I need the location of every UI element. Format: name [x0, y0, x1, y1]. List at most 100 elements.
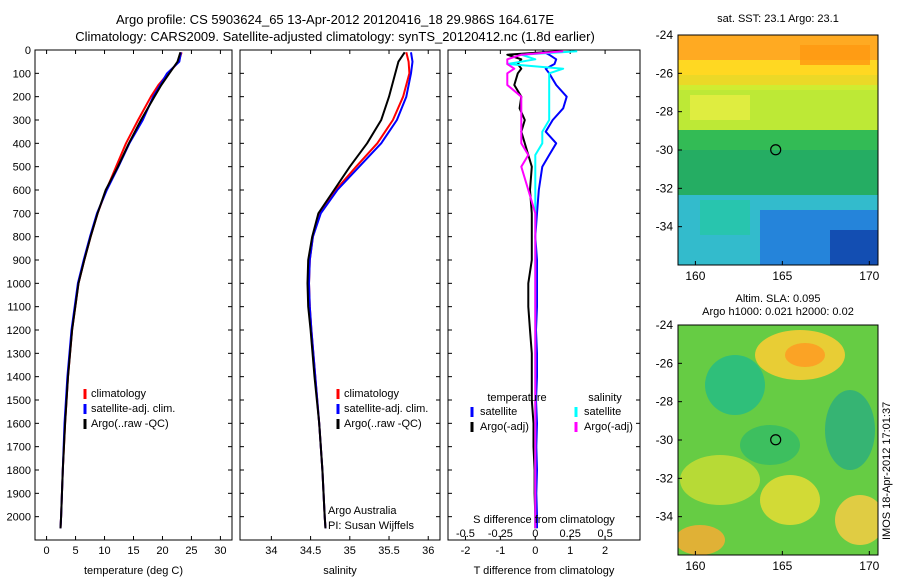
panel-1-xtick-label: 30: [214, 545, 226, 557]
panel-2-xlabel: salinity: [323, 565, 357, 577]
panel-1-xtick-label: 5: [72, 545, 78, 557]
sla-argo-position-marker: [770, 434, 782, 446]
panel-3-series-4: [506, 50, 564, 529]
depth-tick-label: 2000: [7, 512, 31, 524]
panel-1-series-2: [59, 52, 182, 529]
salinity-diff-tick-label: 0: [532, 528, 538, 540]
panel-2-xtick-label: 35.5: [378, 545, 399, 557]
sst-map: [678, 35, 878, 265]
legend-title-salinity: salinity: [588, 392, 622, 404]
sst-map-ytick-label: -32: [656, 181, 674, 195]
panel-3-xtick-label: -2: [461, 545, 471, 557]
depth-tick-label: 300: [13, 115, 31, 127]
panel-3-series-3: [506, 50, 578, 529]
legend-label: satellite-adj. clim.: [344, 403, 428, 415]
panel-1-xtick-label: 10: [98, 545, 110, 557]
depth-tick-label: 1900: [7, 488, 31, 500]
sst-map-xtick-label: 165: [772, 269, 792, 283]
panel-1-xlabel: temperature (deg C): [84, 565, 183, 577]
panel-3-series-1: [534, 50, 568, 529]
sst-map-xtick-label: 170: [859, 269, 879, 283]
depth-tick-label: 100: [13, 68, 31, 80]
annotation-line1: Argo Australia: [328, 505, 397, 517]
sst-map-ytick-label: -26: [656, 66, 674, 80]
sla-map-title-line2: Argo h1000: 0.021 h2000: 0.02: [702, 306, 854, 318]
annotation-line2: PI: Susan Wijffels: [328, 520, 414, 532]
depth-tick-label: 1100: [7, 302, 31, 314]
legend-label: climatology: [91, 388, 147, 400]
panel-2-xtick-label: 35: [344, 545, 356, 557]
salinity-diff-tick-label: -0.25: [488, 528, 513, 540]
panel-3-xtick-label: 0: [532, 545, 538, 557]
depth-tick-label: 900: [13, 255, 31, 267]
panel-3-xtick-label: 1: [567, 545, 573, 557]
depth-tick-label: 400: [13, 138, 31, 150]
panel-1-series-3: [59, 52, 182, 529]
depth-tick-label: 1600: [7, 418, 31, 430]
depth-tick-label: 200: [13, 92, 31, 104]
sst-map-ytick-label: -34: [656, 220, 674, 234]
depth-tick-label: 800: [13, 232, 31, 244]
depth-tick-label: 700: [13, 208, 31, 220]
panel-3-xlabel: T difference from climatology: [474, 565, 615, 577]
sst-argo-position-marker: [770, 144, 782, 156]
panel-2-xtick-label: 36: [422, 545, 434, 557]
panel-2-series-3: [306, 51, 406, 529]
depth-tick-label: 1200: [7, 325, 31, 337]
sla-map-ytick-label: -34: [656, 510, 674, 524]
sla-map-ytick-label: -26: [656, 356, 674, 370]
panel-3-xlabel-top: S difference from climatology: [473, 514, 615, 526]
legend-label: satellite: [584, 406, 621, 418]
panel-1-frame: [34, 49, 233, 541]
salinity-diff-tick-label: -0.5: [456, 528, 475, 540]
panel-2-xtick-label: 34.5: [300, 545, 321, 557]
panel-3-frame: [447, 49, 641, 541]
panel-2-frame: [239, 49, 441, 541]
depth-tick-label: 1500: [7, 395, 31, 407]
panel-1-xtick-label: 15: [127, 545, 139, 557]
sst-map-ytick-label: -30: [656, 143, 674, 157]
sla-map: [678, 325, 878, 555]
sst-map-xtick-label: 160: [685, 269, 705, 283]
sla-map-xtick-label: 160: [685, 559, 705, 573]
depth-tick-label: 500: [13, 162, 31, 174]
legend-label: satellite-adj. clim.: [91, 403, 175, 415]
sla-map-title-line1: Altim. SLA: 0.095: [735, 293, 821, 305]
panel-2-series-2: [308, 52, 414, 529]
panel-1-xtick-label: 0: [44, 545, 50, 557]
figure-title-line2: Climatology: CARS2009. Satellite-adjuste…: [75, 29, 595, 44]
sla-map-ytick-label: -32: [656, 471, 674, 485]
panel-1-xtick-label: 25: [185, 545, 197, 557]
sst-map-ytick-label: -24: [656, 28, 674, 42]
depth-tick-label: 1400: [7, 372, 31, 384]
sla-map-xtick-label: 170: [859, 559, 879, 573]
legend-label: Argo(..raw -QC): [344, 418, 422, 430]
sla-map-xtick-label: 165: [772, 559, 792, 573]
panel-1-series-1: [59, 52, 183, 529]
sla-map-ytick-label: -30: [656, 433, 674, 447]
legend-label: climatology: [344, 388, 400, 400]
depth-tick-label: 1000: [7, 278, 31, 290]
depth-tick-label: 1300: [7, 348, 31, 360]
salinity-diff-tick-label: 0.25: [559, 528, 580, 540]
panel-2-xtick-label: 34: [265, 545, 277, 557]
panel-3-xtick-label: -1: [495, 545, 505, 557]
legend-label: Argo(..raw -QC): [91, 418, 169, 430]
legend-label: satellite: [480, 406, 517, 418]
depth-tick-label: 1800: [7, 465, 31, 477]
salinity-diff-tick-label: 0.5: [597, 528, 612, 540]
depth-tick-label: 600: [13, 185, 31, 197]
figure-title-line1: Argo profile: CS 5903624_65 13-Apr-2012 …: [115, 12, 554, 27]
depth-tick-label: 0: [25, 45, 31, 57]
legend-label: Argo(-adj): [480, 421, 529, 433]
sst-map-title: sat. SST: 23.1 Argo: 23.1: [717, 13, 839, 25]
legend-title-temperature: temperature: [487, 392, 546, 404]
legend-label: Argo(-adj): [584, 421, 633, 433]
depth-tick-label: 1700: [7, 442, 31, 454]
panel-1-xtick-label: 20: [156, 545, 168, 557]
sla-map-ytick-label: -28: [656, 395, 674, 409]
sst-map-ytick-label: -28: [656, 105, 674, 119]
panel-3-xtick-label: 2: [602, 545, 608, 557]
sla-map-ytick-label: -24: [656, 318, 674, 332]
